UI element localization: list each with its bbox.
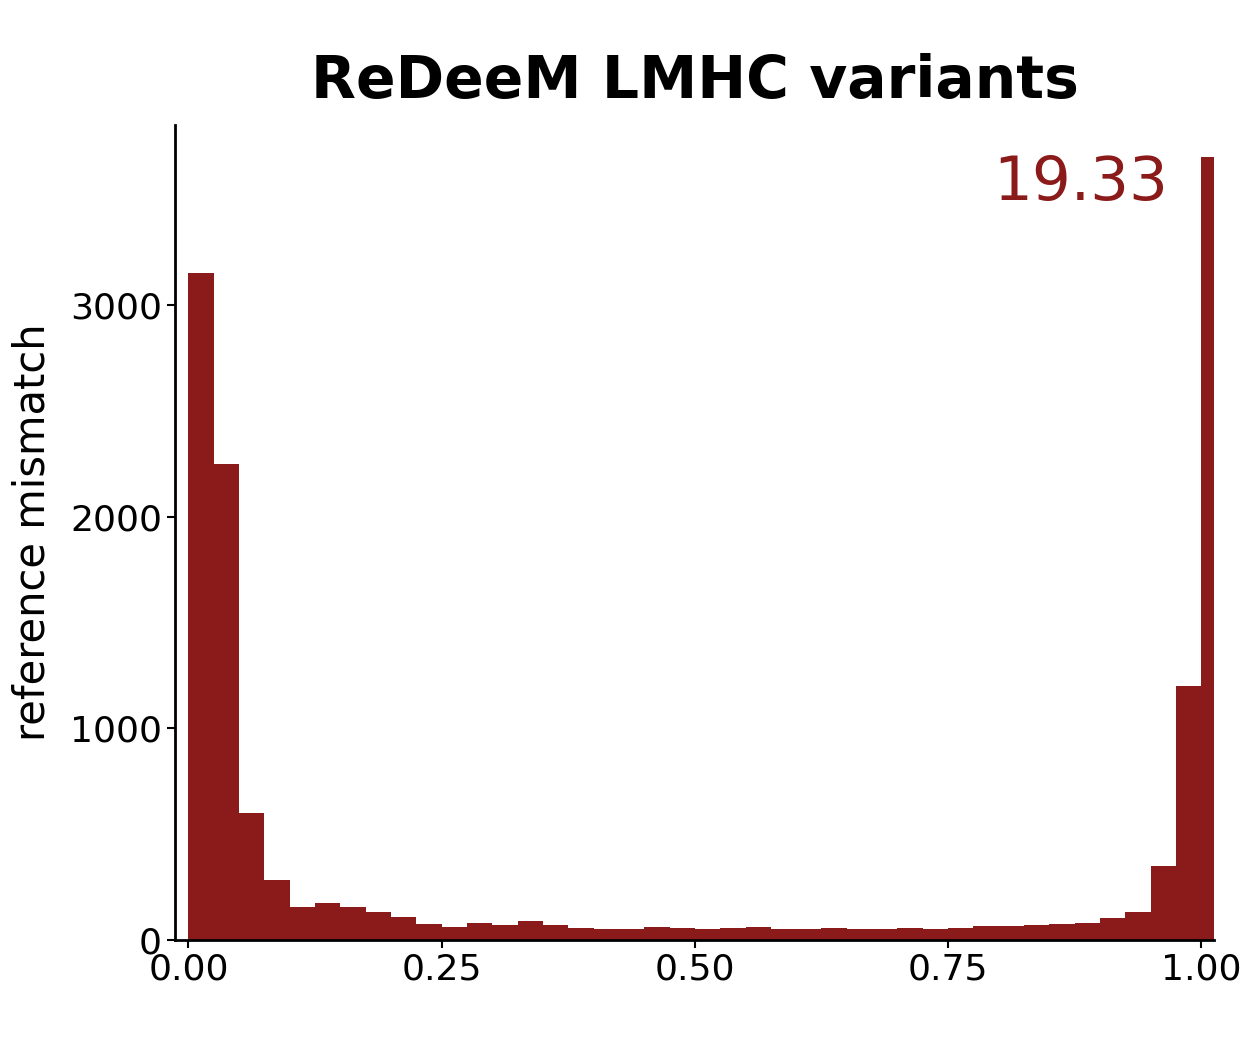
Bar bbox=[873, 929, 898, 940]
Bar bbox=[568, 928, 593, 940]
Bar bbox=[1151, 865, 1176, 940]
Bar bbox=[923, 929, 948, 940]
Title: ReDeeM LMHC variants: ReDeeM LMHC variants bbox=[310, 52, 1079, 110]
Bar bbox=[948, 928, 973, 940]
Bar bbox=[442, 927, 467, 940]
Bar bbox=[1126, 912, 1151, 940]
Bar bbox=[264, 880, 289, 940]
Bar bbox=[239, 812, 264, 940]
Bar bbox=[316, 903, 341, 940]
Bar bbox=[543, 925, 568, 940]
Bar bbox=[1176, 686, 1201, 940]
Text: 19.33: 19.33 bbox=[993, 153, 1168, 213]
Bar bbox=[341, 907, 366, 940]
Bar bbox=[1074, 923, 1101, 940]
Bar bbox=[670, 928, 695, 940]
Bar bbox=[645, 927, 670, 940]
Bar bbox=[846, 929, 873, 940]
Y-axis label: reference mismatch: reference mismatch bbox=[11, 324, 54, 741]
Bar bbox=[189, 274, 214, 940]
Bar bbox=[1201, 157, 1227, 940]
Bar bbox=[1101, 919, 1126, 940]
Bar bbox=[771, 929, 796, 940]
Bar bbox=[289, 907, 316, 940]
Bar bbox=[973, 926, 999, 940]
Bar bbox=[720, 928, 745, 940]
Bar bbox=[796, 929, 821, 940]
Bar bbox=[695, 929, 720, 940]
Bar bbox=[593, 929, 618, 940]
Bar bbox=[391, 918, 417, 940]
Bar bbox=[467, 923, 492, 940]
Bar bbox=[821, 928, 846, 940]
Bar bbox=[517, 921, 543, 940]
Bar bbox=[999, 926, 1024, 940]
Bar bbox=[618, 929, 645, 940]
Bar bbox=[492, 925, 517, 940]
Bar bbox=[366, 912, 391, 940]
Bar bbox=[745, 927, 771, 940]
Bar bbox=[898, 928, 923, 940]
Bar bbox=[1024, 925, 1049, 940]
Bar bbox=[214, 464, 239, 940]
Bar bbox=[417, 924, 442, 940]
Bar bbox=[1049, 924, 1074, 940]
